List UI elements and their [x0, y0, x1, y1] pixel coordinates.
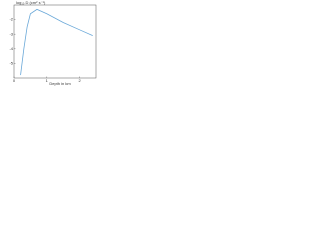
x-tick-label: 0: [13, 78, 16, 83]
y-axis-label: log₁₀ D (cm² s⁻¹): [16, 0, 46, 5]
line: [20, 8, 93, 76]
y-tick-label: -4: [9, 46, 13, 51]
chart: log₁₀ D (cm² s⁻¹) Depth in km -2 -3 -4 -5 0 1…: [9, 0, 97, 86]
page: {"chart_data": {"type": "line", "y_label…: [0, 0, 320, 87]
y-tick-label: -3: [9, 31, 13, 36]
x-tick-label: 2: [78, 78, 81, 83]
x-tick-label: 1: [46, 78, 49, 83]
x-axis-label: Depth in km: [49, 81, 71, 86]
y-tick-label: -5: [9, 60, 13, 65]
plot-frame: [13, 4, 97, 79]
y-tick-label: -2: [9, 17, 13, 22]
